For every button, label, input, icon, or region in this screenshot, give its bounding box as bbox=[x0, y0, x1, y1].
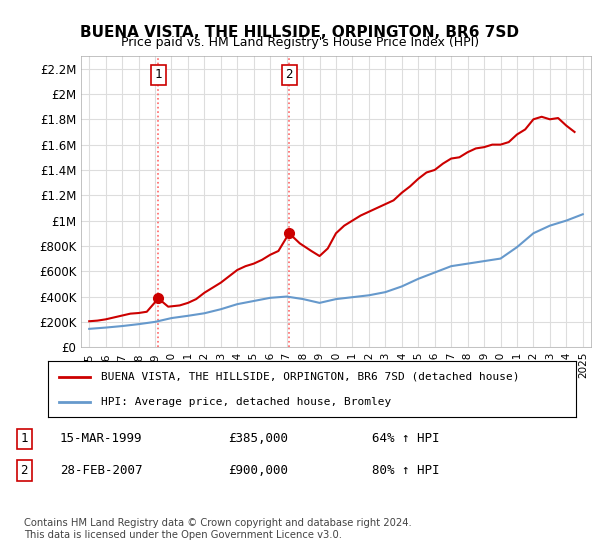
Text: 80% ↑ HPI: 80% ↑ HPI bbox=[372, 464, 439, 477]
Text: Price paid vs. HM Land Registry's House Price Index (HPI): Price paid vs. HM Land Registry's House … bbox=[121, 36, 479, 49]
Text: 2: 2 bbox=[20, 464, 28, 477]
Text: BUENA VISTA, THE HILLSIDE, ORPINGTON, BR6 7SD (detached house): BUENA VISTA, THE HILLSIDE, ORPINGTON, BR… bbox=[101, 372, 519, 382]
Text: £900,000: £900,000 bbox=[228, 464, 288, 477]
Text: 64% ↑ HPI: 64% ↑ HPI bbox=[372, 432, 439, 445]
Text: 1: 1 bbox=[20, 432, 28, 445]
Text: £385,000: £385,000 bbox=[228, 432, 288, 445]
Text: HPI: Average price, detached house, Bromley: HPI: Average price, detached house, Brom… bbox=[101, 396, 391, 407]
Text: 28-FEB-2007: 28-FEB-2007 bbox=[60, 464, 143, 477]
Text: BUENA VISTA, THE HILLSIDE, ORPINGTON, BR6 7SD: BUENA VISTA, THE HILLSIDE, ORPINGTON, BR… bbox=[80, 25, 520, 40]
Text: 2: 2 bbox=[286, 68, 293, 82]
Text: Contains HM Land Registry data © Crown copyright and database right 2024.
This d: Contains HM Land Registry data © Crown c… bbox=[24, 518, 412, 540]
Text: 15-MAR-1999: 15-MAR-1999 bbox=[60, 432, 143, 445]
Text: 1: 1 bbox=[155, 68, 162, 82]
